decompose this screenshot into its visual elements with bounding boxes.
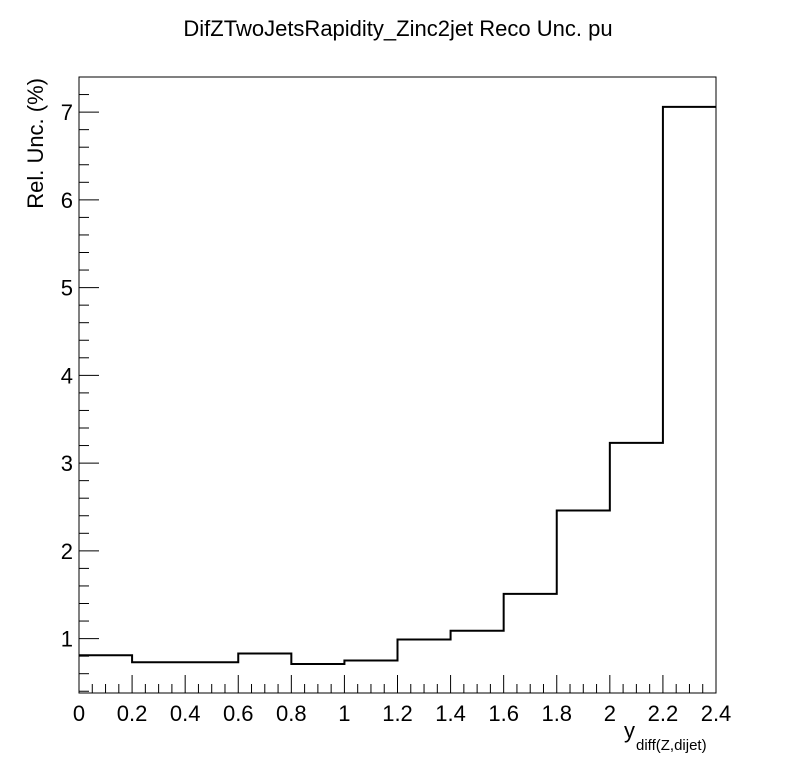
x-tick-label: 0.4 <box>170 701 201 726</box>
x-tick-label: 1.4 <box>435 701 466 726</box>
y-tick-label: 6 <box>61 188 73 213</box>
x-axis-label-main: y <box>624 718 635 743</box>
x-axis-label: y diff(Z,dijet) <box>624 718 707 754</box>
y-tick-label: 1 <box>61 627 73 652</box>
x-tick-label: 0.2 <box>117 701 148 726</box>
x-tick-labels: 0 0.2 0.4 0.6 0.8 1 1.2 1.4 1.6 1.8 2 2.2 2.4 <box>73 701 731 726</box>
x-tick-label: 1 <box>338 701 350 726</box>
axis-ticks <box>78 76 717 693</box>
chart-title: DifZTwoJetsRapidity_Zinc2jet Reco Unc. p… <box>183 16 612 41</box>
plot-frame <box>78 76 717 694</box>
y-tick-label: 7 <box>61 100 73 125</box>
y-tick-label: 4 <box>61 363 73 388</box>
x-tick-label: 0.8 <box>276 701 307 726</box>
x-tick-label: 2.2 <box>648 701 679 726</box>
x-tick-label: 0 <box>73 701 85 726</box>
y-tick-label: 3 <box>61 451 73 476</box>
x-tick-label: 1.2 <box>382 701 413 726</box>
x-tick-label: 2 <box>604 701 616 726</box>
y-axis-label: Rel. Unc. (%) <box>23 78 48 209</box>
x-tick-label: 1.8 <box>541 701 572 726</box>
x-tick-label: 2.4 <box>701 701 732 726</box>
y-tick-label: 2 <box>61 539 73 564</box>
y-tick-label: 5 <box>61 276 73 301</box>
x-axis-label-subscript: diff(Z,dijet) <box>636 737 707 754</box>
x-tick-label: 0.6 <box>223 701 254 726</box>
x-tick-label: 1.6 <box>488 701 519 726</box>
y-tick-labels: 1 2 3 4 5 6 7 <box>61 100 73 651</box>
histogram-line <box>79 105 716 666</box>
